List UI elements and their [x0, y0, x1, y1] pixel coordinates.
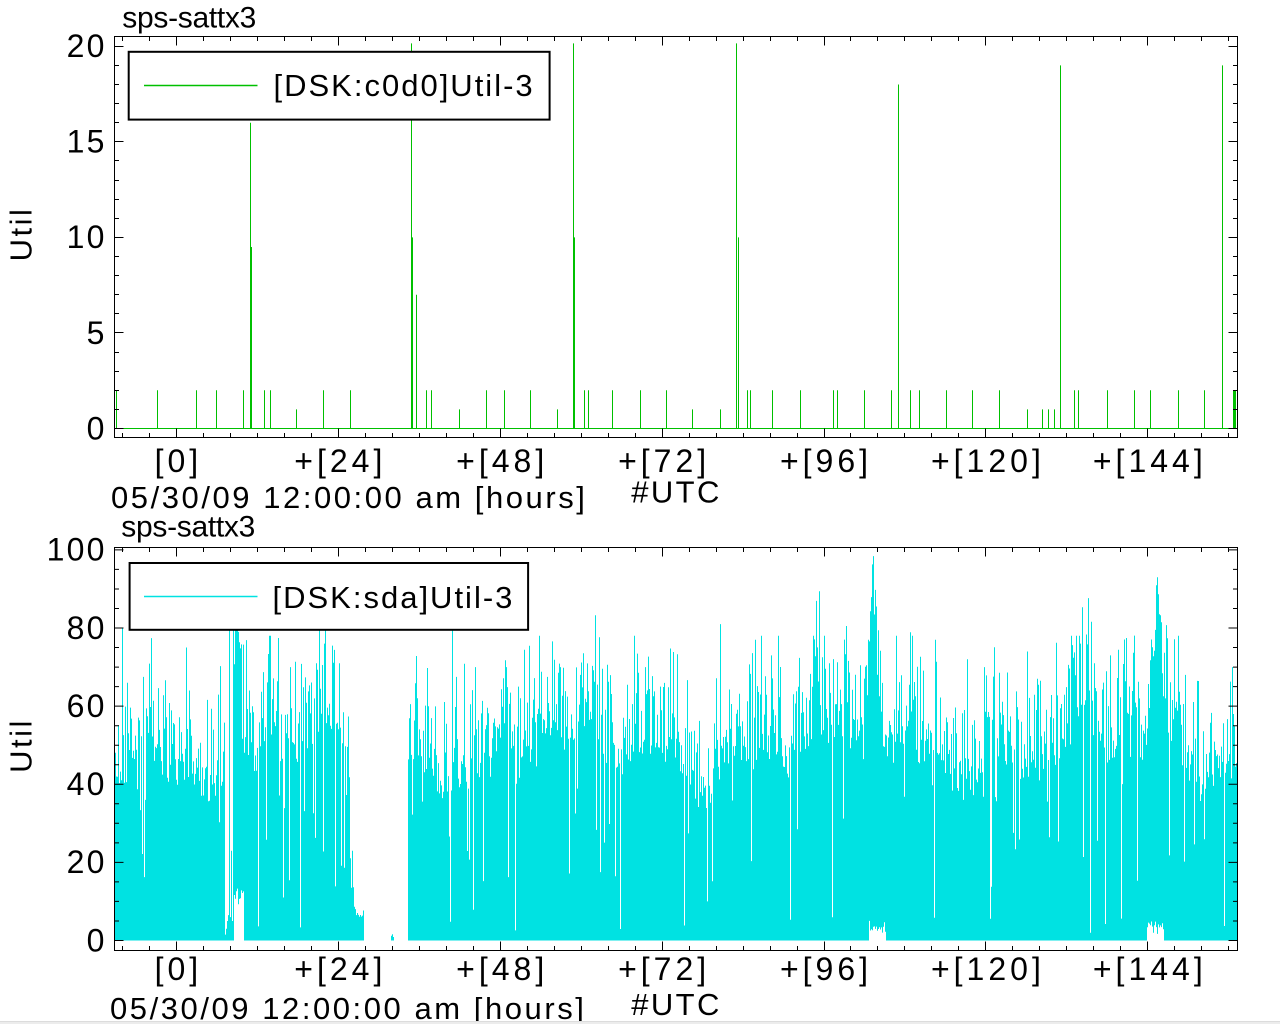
svg-text:Util: Util — [4, 718, 39, 773]
svg-text:0: 0 — [87, 410, 107, 446]
svg-text:[DSK:c0d0]Util-3: [DSK:c0d0]Util-3 — [274, 68, 535, 103]
svg-text:100: 100 — [47, 532, 107, 568]
svg-text:Util: Util — [4, 207, 39, 262]
svg-text:20: 20 — [67, 28, 107, 64]
svg-text:sps-sattx3: sps-sattx3 — [121, 511, 255, 544]
svg-text:60: 60 — [67, 688, 107, 724]
svg-text:#UTC: #UTC — [631, 987, 722, 1022]
svg-text:+[48]: +[48] — [456, 443, 548, 479]
svg-text:+[96]: +[96] — [780, 951, 872, 987]
svg-text:[0]: [0] — [155, 951, 203, 987]
svg-text:+[120]: +[120] — [931, 951, 1045, 987]
svg-text:0: 0 — [87, 922, 107, 958]
svg-text:+[72]: +[72] — [618, 951, 710, 987]
svg-text:+[24]: +[24] — [294, 951, 386, 987]
svg-text:05/30/09 12:00:00 am [hours]: 05/30/09 12:00:00 am [hours] — [110, 991, 586, 1024]
svg-text:+[48]: +[48] — [456, 951, 548, 987]
svg-text:80: 80 — [67, 610, 107, 646]
svg-text:sps-sattx3: sps-sattx3 — [122, 2, 256, 35]
svg-text:#UTC: #UTC — [631, 475, 722, 510]
svg-text:[0]: [0] — [155, 443, 203, 479]
svg-text:+[72]: +[72] — [618, 443, 710, 479]
svg-text:+[120]: +[120] — [931, 443, 1045, 479]
svg-text:+[144]: +[144] — [1093, 443, 1207, 479]
svg-text:+[24]: +[24] — [294, 443, 386, 479]
svg-text:+[144]: +[144] — [1093, 951, 1207, 987]
svg-text:20: 20 — [67, 844, 107, 880]
svg-text:15: 15 — [67, 124, 107, 160]
svg-text:10: 10 — [67, 219, 107, 255]
svg-text:40: 40 — [67, 766, 107, 802]
svg-text:+[96]: +[96] — [780, 443, 872, 479]
svg-text:5: 5 — [87, 315, 107, 351]
svg-text:05/30/09 12:00:00 am [hours]: 05/30/09 12:00:00 am [hours] — [111, 480, 587, 515]
svg-text:[DSK:sda]Util-3: [DSK:sda]Util-3 — [273, 580, 515, 615]
